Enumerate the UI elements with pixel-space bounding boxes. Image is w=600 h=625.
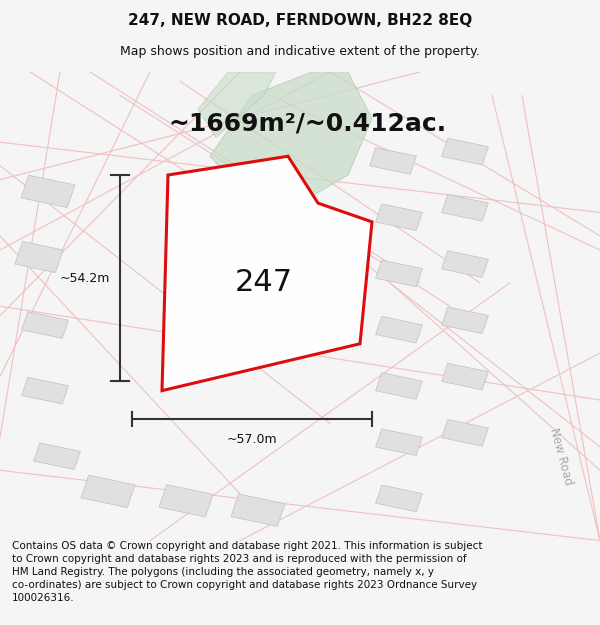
Polygon shape [376, 372, 422, 399]
Polygon shape [81, 475, 135, 508]
Text: Map shows position and indicative extent of the property.: Map shows position and indicative extent… [120, 45, 480, 58]
Polygon shape [442, 194, 488, 221]
Polygon shape [442, 419, 488, 446]
Text: Contains OS data © Crown copyright and database right 2021. This information is : Contains OS data © Crown copyright and d… [12, 541, 482, 603]
Polygon shape [442, 363, 488, 390]
Polygon shape [376, 260, 422, 287]
Polygon shape [22, 312, 68, 338]
Text: New Road: New Road [547, 426, 575, 486]
Polygon shape [21, 175, 75, 208]
Polygon shape [376, 204, 422, 231]
Text: ~57.0m: ~57.0m [227, 433, 277, 446]
Polygon shape [442, 138, 488, 165]
Text: 247, NEW ROAD, FERNDOWN, BH22 8EQ: 247, NEW ROAD, FERNDOWN, BH22 8EQ [128, 12, 472, 28]
Polygon shape [22, 378, 68, 404]
Text: 247: 247 [235, 268, 293, 298]
Polygon shape [198, 72, 276, 138]
Polygon shape [442, 251, 488, 278]
Polygon shape [442, 307, 488, 334]
Polygon shape [159, 484, 213, 517]
Polygon shape [34, 443, 80, 469]
Polygon shape [210, 72, 372, 203]
Polygon shape [376, 485, 422, 512]
Polygon shape [231, 494, 285, 526]
Polygon shape [162, 156, 372, 391]
Text: ~54.2m: ~54.2m [59, 272, 110, 284]
Polygon shape [15, 241, 63, 272]
Polygon shape [376, 316, 422, 343]
Polygon shape [370, 148, 416, 174]
Polygon shape [376, 429, 422, 456]
Text: ~1669m²/~0.412ac.: ~1669m²/~0.412ac. [168, 111, 446, 136]
